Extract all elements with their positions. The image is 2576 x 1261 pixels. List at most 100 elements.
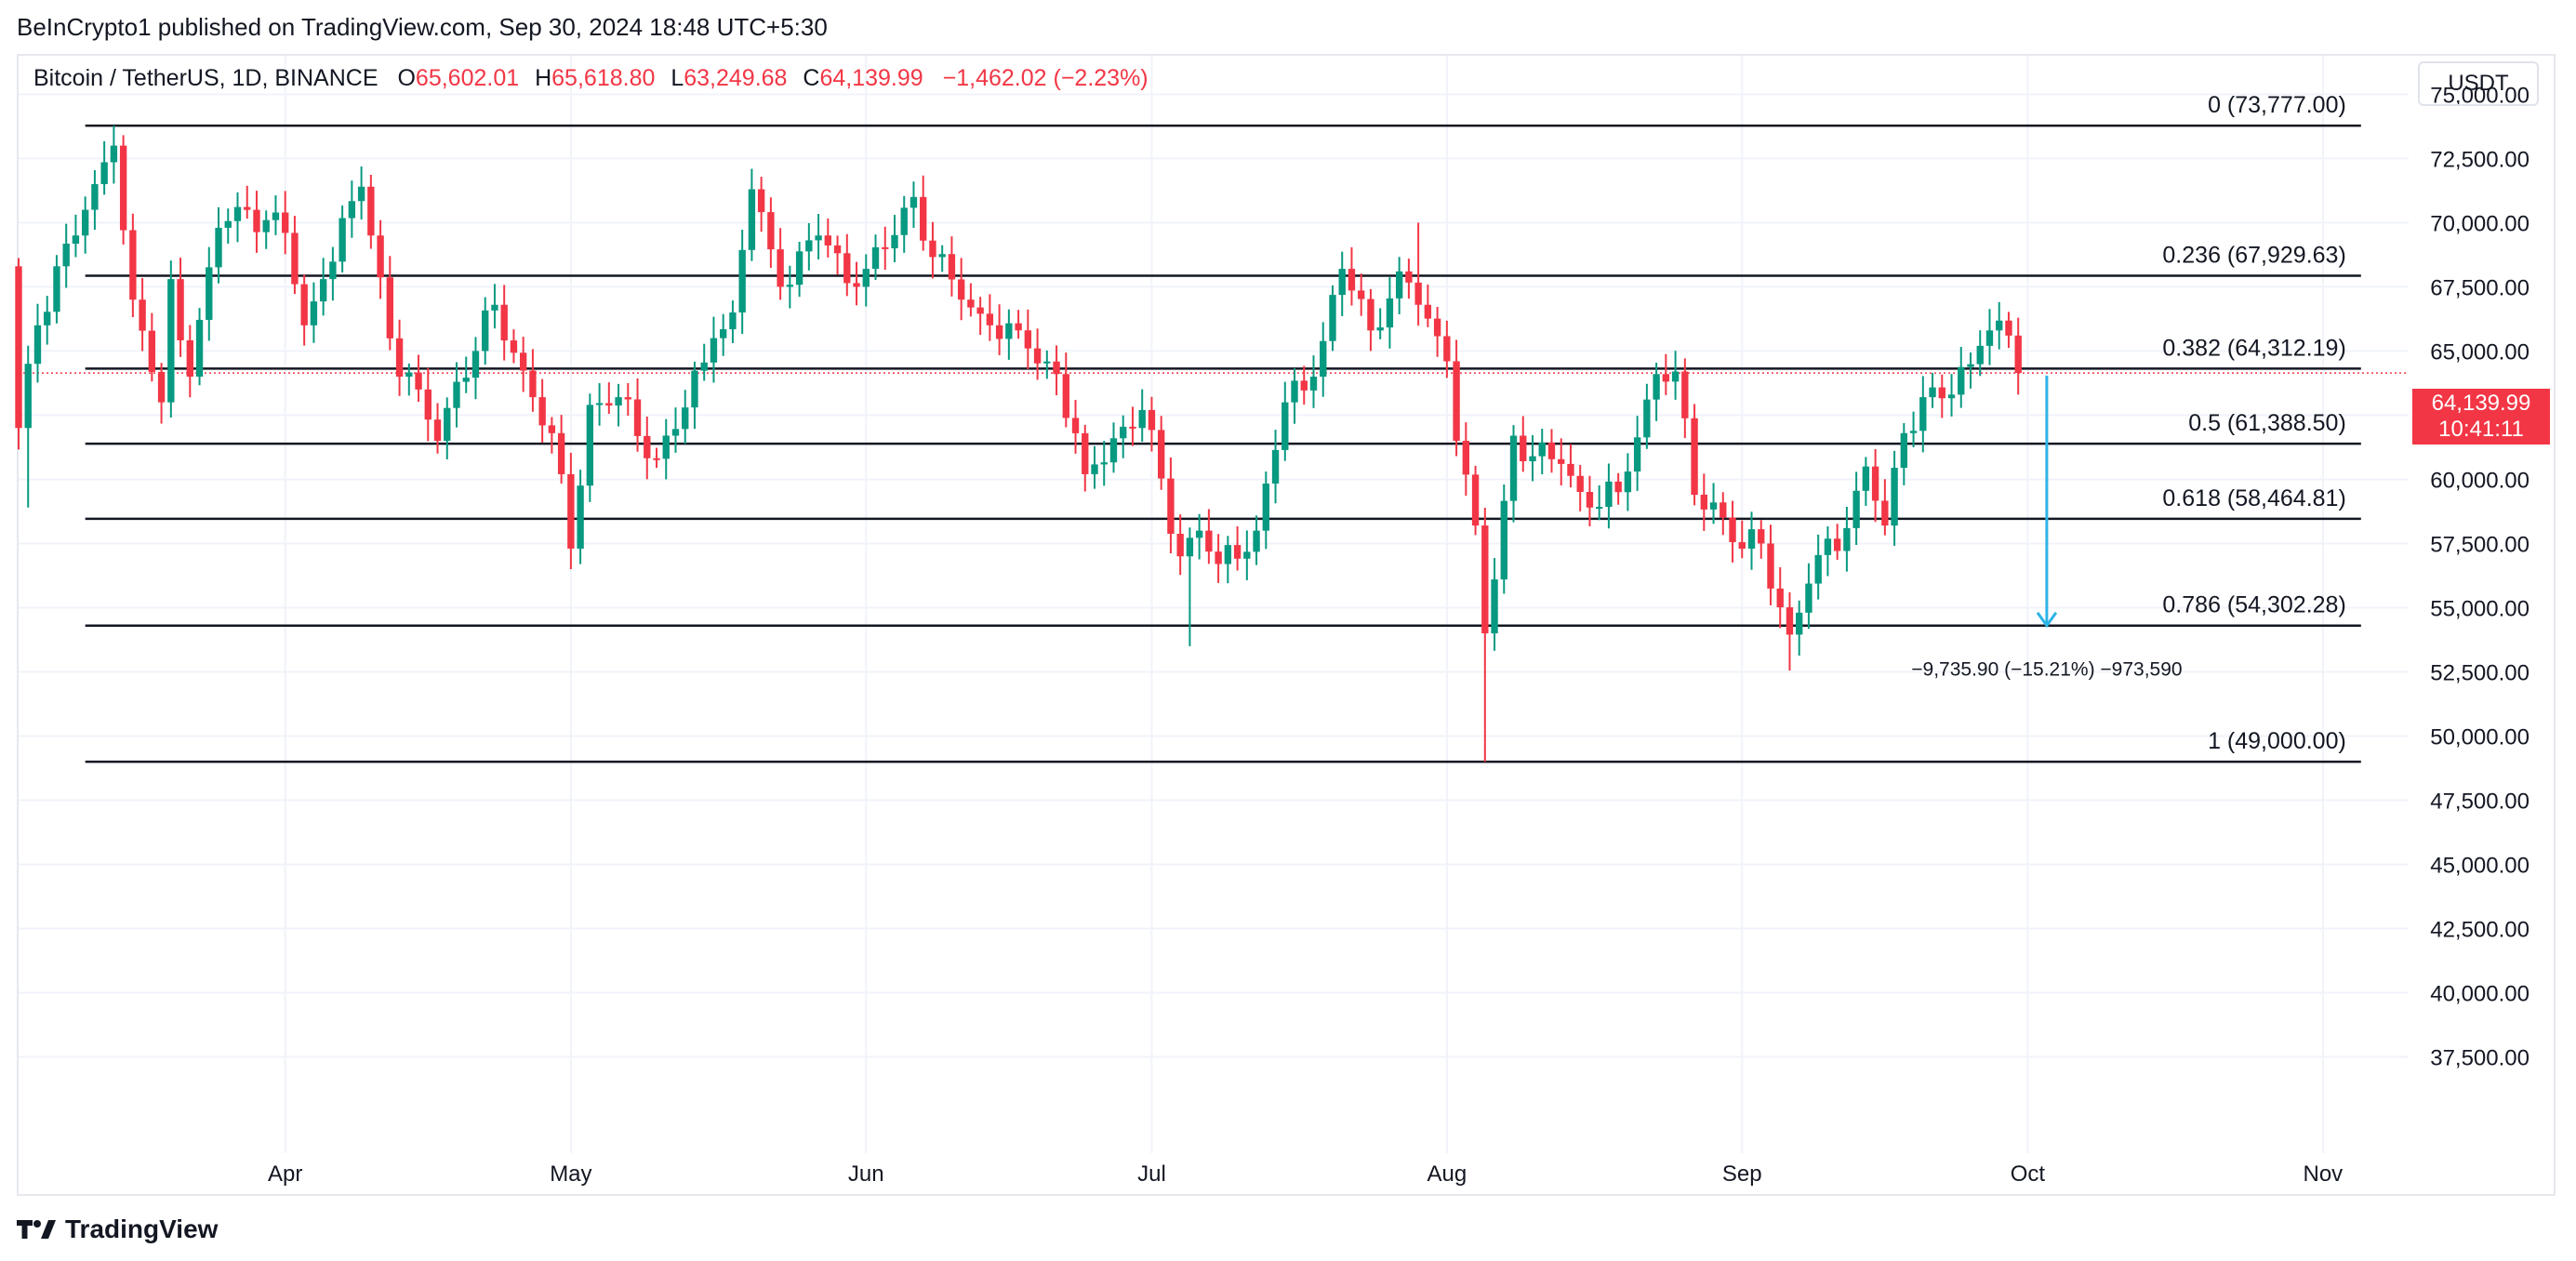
candle-body — [682, 407, 689, 430]
grid — [19, 56, 2409, 1153]
candle-body — [605, 403, 613, 406]
candle-body — [1186, 538, 1194, 557]
candle-body — [1776, 588, 1784, 608]
candle-body — [862, 269, 870, 287]
candle-body — [1148, 409, 1156, 431]
candle-body — [976, 307, 984, 314]
candle-body — [1996, 320, 2003, 331]
high-value: 65,618.80 — [551, 65, 656, 91]
candle-body — [1071, 418, 1080, 433]
candle-body — [577, 485, 584, 549]
candle-body — [1976, 345, 1984, 365]
price-tick-label: 55,000.00 — [2430, 596, 2530, 621]
candle-body — [1653, 374, 1660, 400]
time-axis[interactable]: Apr May Jun Jul Aug Sep Oct Nov — [268, 1161, 2343, 1187]
candle-body — [557, 432, 565, 474]
candle-body — [824, 235, 832, 246]
candle-body — [1786, 607, 1794, 635]
candle-body — [1138, 409, 1146, 429]
candle-body — [33, 325, 42, 365]
candle-body — [339, 218, 346, 262]
candle-body — [1947, 394, 1956, 399]
candle-body — [2014, 335, 2022, 374]
publish-note: BeInCrypto1 published on TradingView.com… — [17, 13, 828, 41]
candle-body — [157, 371, 166, 403]
candle-body — [233, 206, 242, 221]
candle-body — [1443, 336, 1451, 362]
candle-body — [291, 232, 299, 285]
candle-body — [377, 235, 384, 278]
candle-body — [1015, 323, 1022, 331]
candle-body — [1120, 426, 1127, 439]
candle-body — [1500, 500, 1507, 580]
candle-body — [1491, 579, 1498, 634]
candle-body — [1720, 502, 1727, 518]
candle-body — [1643, 399, 1651, 438]
time-tick-label: Nov — [2304, 1161, 2344, 1187]
price-tick-label: 57,500.00 — [2430, 532, 2530, 557]
candle-body — [1462, 441, 1470, 475]
currency-button[interactable]: USDT — [2418, 61, 2539, 106]
candle-body — [1605, 481, 1613, 508]
candle-body — [767, 212, 775, 250]
candle-body — [691, 370, 698, 408]
candle-body — [538, 397, 546, 426]
candle-body — [1271, 449, 1280, 484]
candle-body — [529, 370, 537, 398]
candle-body — [1624, 471, 1632, 493]
candle-body — [1205, 530, 1213, 552]
candle-body — [1291, 380, 1298, 403]
candle-body — [900, 207, 908, 235]
tradingview-logo[interactable]: TradingView — [17, 1215, 218, 1244]
measure-label: −9,735.90 (−15.21%) −973,590 — [1911, 659, 2182, 681]
candle-body — [1405, 271, 1413, 283]
candle-body — [329, 261, 337, 280]
price-axis[interactable]: 37,500.00 40,000.00 42,500.00 45,000.00 47,5… — [2430, 83, 2530, 1070]
candle-body — [1900, 432, 1908, 469]
candle-body — [1796, 612, 1803, 635]
measure-tool[interactable]: −9,735.90 (−15.21%) −973,590 — [1911, 375, 2183, 681]
candle-body — [948, 254, 956, 280]
candle-body — [1481, 525, 1489, 634]
candle-body — [167, 279, 175, 403]
candle-body — [833, 245, 842, 254]
symbol-title: Bitcoin / TetherUS, 1D, BINANCE — [33, 65, 378, 91]
candle-body — [272, 212, 280, 220]
candle-body — [567, 473, 575, 549]
candle-body — [548, 425, 556, 433]
time-tick-label: Jun — [848, 1161, 884, 1187]
candle-body — [1100, 462, 1108, 465]
candle-body — [805, 240, 813, 252]
candle-body — [1558, 458, 1565, 464]
candle-body — [444, 407, 451, 442]
candle-body — [1852, 490, 1860, 528]
candle-body — [920, 196, 927, 241]
candle-body — [843, 253, 851, 284]
candle-body — [395, 338, 404, 378]
candle-body — [700, 362, 708, 371]
candle-body — [110, 145, 118, 163]
fib-retracement[interactable]: 0 (73,777.00) 0.236 (67,929.63) 0.382 (64,… — [85, 92, 2361, 763]
fib-level-label: 1 (49,000.00) — [2208, 728, 2346, 754]
price-tick-label: 75,000.00 — [2430, 83, 2530, 108]
candle-body — [910, 196, 918, 208]
candle-body — [482, 310, 489, 352]
candle-body — [720, 329, 727, 338]
measure-arrow-head — [2036, 611, 2058, 629]
current-price-value: 64,139.99 — [2431, 391, 2531, 416]
candle-body — [586, 405, 594, 486]
candle-body — [1671, 371, 1680, 382]
candle-body — [1243, 551, 1251, 559]
candle-body — [405, 372, 413, 378]
candle-body — [215, 227, 222, 268]
low-label: L — [671, 65, 684, 91]
candle-body — [224, 220, 232, 228]
candle-body — [62, 244, 70, 267]
candle-body — [615, 397, 622, 406]
fib-level-label: 0.5 (61,388.50) — [2188, 410, 2346, 436]
candle-body — [1053, 361, 1060, 375]
candle-body — [415, 372, 422, 390]
candle-body — [72, 235, 80, 245]
candle-body — [100, 162, 108, 185]
